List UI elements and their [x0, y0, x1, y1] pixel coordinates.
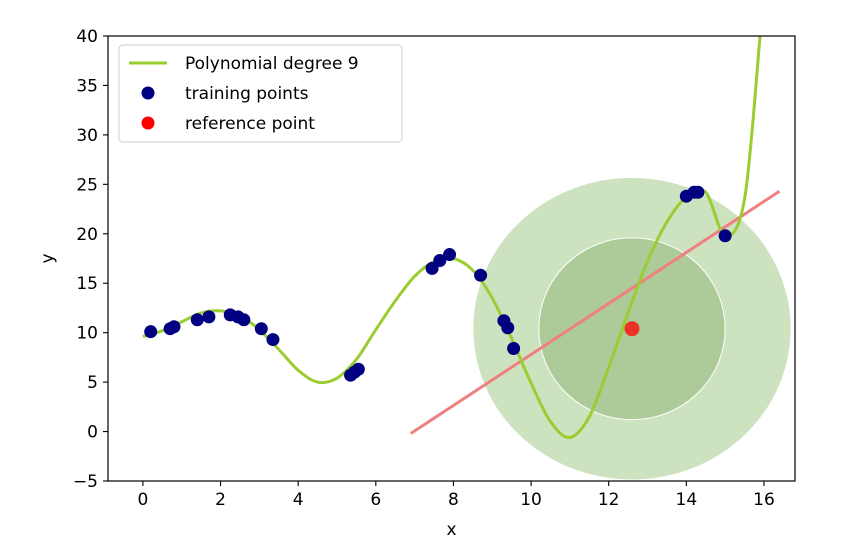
y-tick-label: 20	[76, 225, 98, 245]
training-point	[237, 313, 251, 327]
plot-area	[142, 36, 792, 481]
legend-marker-swatch	[141, 116, 155, 130]
reference-point	[624, 321, 640, 337]
training-point	[474, 268, 488, 282]
x-tick-label: 16	[753, 490, 775, 510]
legend-marker-swatch	[141, 86, 155, 100]
training-point	[443, 248, 457, 262]
y-tick-label: 5	[87, 373, 98, 393]
x-tick-label: 12	[598, 490, 620, 510]
training-point	[202, 310, 216, 324]
x-tick-label: 14	[676, 490, 698, 510]
y-tick-label: 35	[76, 76, 98, 96]
training-point	[501, 321, 515, 335]
training-point	[433, 253, 447, 267]
y-tick-label: −5	[73, 472, 98, 492]
training-point	[266, 333, 280, 347]
x-tick-label: 10	[520, 490, 542, 510]
training-point	[507, 341, 521, 355]
y-tick-label: 40	[76, 27, 98, 47]
x-tick-label: 6	[370, 490, 381, 510]
training-point	[144, 325, 158, 339]
training-point	[351, 362, 365, 376]
y-tick-label: 15	[76, 274, 98, 294]
training-point	[190, 313, 204, 327]
x-tick-label: 8	[448, 490, 459, 510]
x-tick-label: 4	[293, 490, 304, 510]
training-point	[167, 320, 181, 334]
x-tick-label: 0	[138, 490, 149, 510]
x-tick-label: 2	[215, 490, 226, 510]
axes-border	[107, 35, 796, 482]
legend-label: training points	[185, 84, 309, 104]
y-tick-label: 0	[87, 423, 98, 443]
x-axis-label: x	[446, 520, 456, 540]
local-linear-fit-line	[409, 190, 781, 435]
legend-box	[118, 44, 403, 143]
y-tick-label: 30	[76, 126, 98, 146]
legend-label: Polynomial degree 9	[185, 54, 359, 74]
axes-frame	[107, 35, 796, 482]
training-point	[718, 229, 732, 243]
legend: Polynomial degree 9 training points refere…	[118, 44, 403, 143]
training-point	[254, 322, 268, 336]
y-tick-label: 25	[76, 175, 98, 195]
axis-ticks: 0 2 4 6 8 10 12 14 16 −5 0 5 10 15 20 25 30 35 40	[73, 27, 775, 510]
training-point	[691, 185, 705, 199]
y-tick-label: 10	[76, 324, 98, 344]
y-axis-label: y	[38, 253, 58, 263]
legend-label: reference point	[185, 114, 315, 134]
